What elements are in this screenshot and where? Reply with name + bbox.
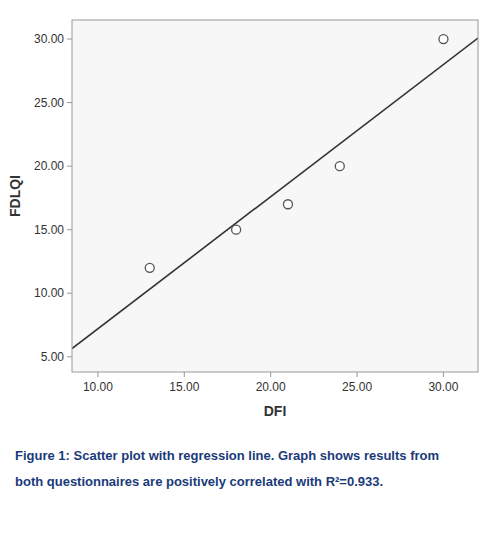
y-tick-label: 30.00 bbox=[34, 32, 64, 46]
x-tick-label: 30.00 bbox=[428, 380, 458, 394]
regression-line bbox=[72, 38, 478, 349]
y-tick bbox=[67, 102, 72, 103]
y-tick bbox=[67, 293, 72, 294]
x-tick bbox=[357, 372, 358, 377]
chart: 10.00 15.00 20.00 25.00 30.00 5.00 10.00 15.00 2… bbox=[0, 0, 495, 540]
x-tick bbox=[97, 372, 98, 377]
x-tick-label: 15.00 bbox=[169, 380, 199, 394]
x-tick bbox=[184, 372, 185, 377]
y-tick bbox=[67, 166, 72, 167]
y-tick-label: 20.00 bbox=[34, 159, 64, 173]
x-tick bbox=[270, 372, 271, 377]
scatter-point bbox=[145, 263, 154, 272]
y-axis-label: FDLQI bbox=[7, 175, 23, 217]
y-tick-label: 10.00 bbox=[34, 286, 64, 300]
scatter-point bbox=[335, 162, 344, 171]
y-tick bbox=[67, 229, 72, 230]
x-tick-label: 25.00 bbox=[342, 380, 372, 394]
scatter-point bbox=[232, 225, 241, 234]
x-tick-label: 10.00 bbox=[83, 380, 113, 394]
y-tick bbox=[67, 39, 72, 40]
axes: 10.00 15.00 20.00 25.00 30.00 5.00 10.00 15.00 2… bbox=[34, 32, 459, 394]
caption: both questionnaires are positively corre… bbox=[15, 474, 383, 489]
x-axis-label: DFI bbox=[264, 403, 287, 419]
plot-area bbox=[72, 20, 478, 372]
y-tick-label: 25.00 bbox=[34, 96, 64, 110]
scatter-point bbox=[439, 35, 448, 44]
scatter-point bbox=[283, 200, 292, 209]
plot-frame bbox=[72, 20, 478, 372]
y-tick-label: 5.00 bbox=[41, 350, 65, 364]
x-tick bbox=[443, 372, 444, 377]
marks bbox=[72, 35, 478, 349]
caption: Figure 1: Scatter plot with regression l… bbox=[15, 448, 439, 463]
x-tick-label: 20.00 bbox=[256, 380, 286, 394]
y-tick bbox=[67, 356, 72, 357]
y-tick-label: 15.00 bbox=[34, 223, 64, 237]
